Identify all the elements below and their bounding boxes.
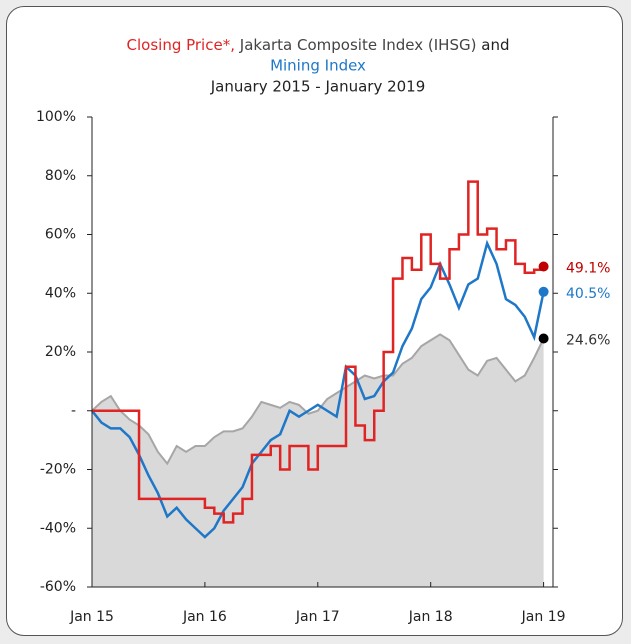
x-tick-label: Jan 15 bbox=[69, 609, 114, 625]
y-tick-label: - bbox=[71, 403, 76, 419]
y-tick-label: -60% bbox=[40, 579, 76, 595]
x-tick-label: Jan 19 bbox=[521, 609, 566, 625]
line bbox=[91, 333, 545, 466]
value-label: 40.5% bbox=[566, 286, 610, 302]
title-sep: and bbox=[481, 36, 509, 54]
end-dot bbox=[538, 261, 549, 272]
title-series: Jakarta Composite Index (IHSG) bbox=[239, 36, 477, 54]
x-tick-label: Jan 18 bbox=[408, 609, 453, 625]
y-tick-label: -40% bbox=[40, 520, 76, 536]
y-tick-label: 80% bbox=[45, 168, 76, 184]
y-tick-label: 20% bbox=[45, 344, 76, 360]
title-sep: , bbox=[230, 36, 235, 54]
x-tick-label: Jan 17 bbox=[295, 609, 340, 625]
value-label: 49.1% bbox=[566, 261, 610, 277]
line bbox=[91, 239, 545, 539]
y-tick-label: 60% bbox=[45, 227, 76, 243]
y-tick-label: 100% bbox=[36, 109, 76, 125]
y-tick-label: 40% bbox=[45, 285, 76, 301]
y-tick-label: -20% bbox=[40, 462, 76, 478]
chart-title: Closing Price*, Jakarta Composite Index … bbox=[127, 36, 510, 54]
value-label: 24.6% bbox=[566, 332, 610, 348]
x-tick-label: Jan 16 bbox=[182, 609, 227, 625]
title-series: Closing Price* bbox=[127, 36, 231, 54]
chart-subtitle: January 2015 - January 2019 bbox=[210, 78, 426, 96]
end-dot bbox=[538, 286, 549, 297]
end-dot bbox=[538, 333, 549, 344]
line bbox=[92, 180, 545, 524]
title-series: Mining Index bbox=[270, 57, 366, 75]
